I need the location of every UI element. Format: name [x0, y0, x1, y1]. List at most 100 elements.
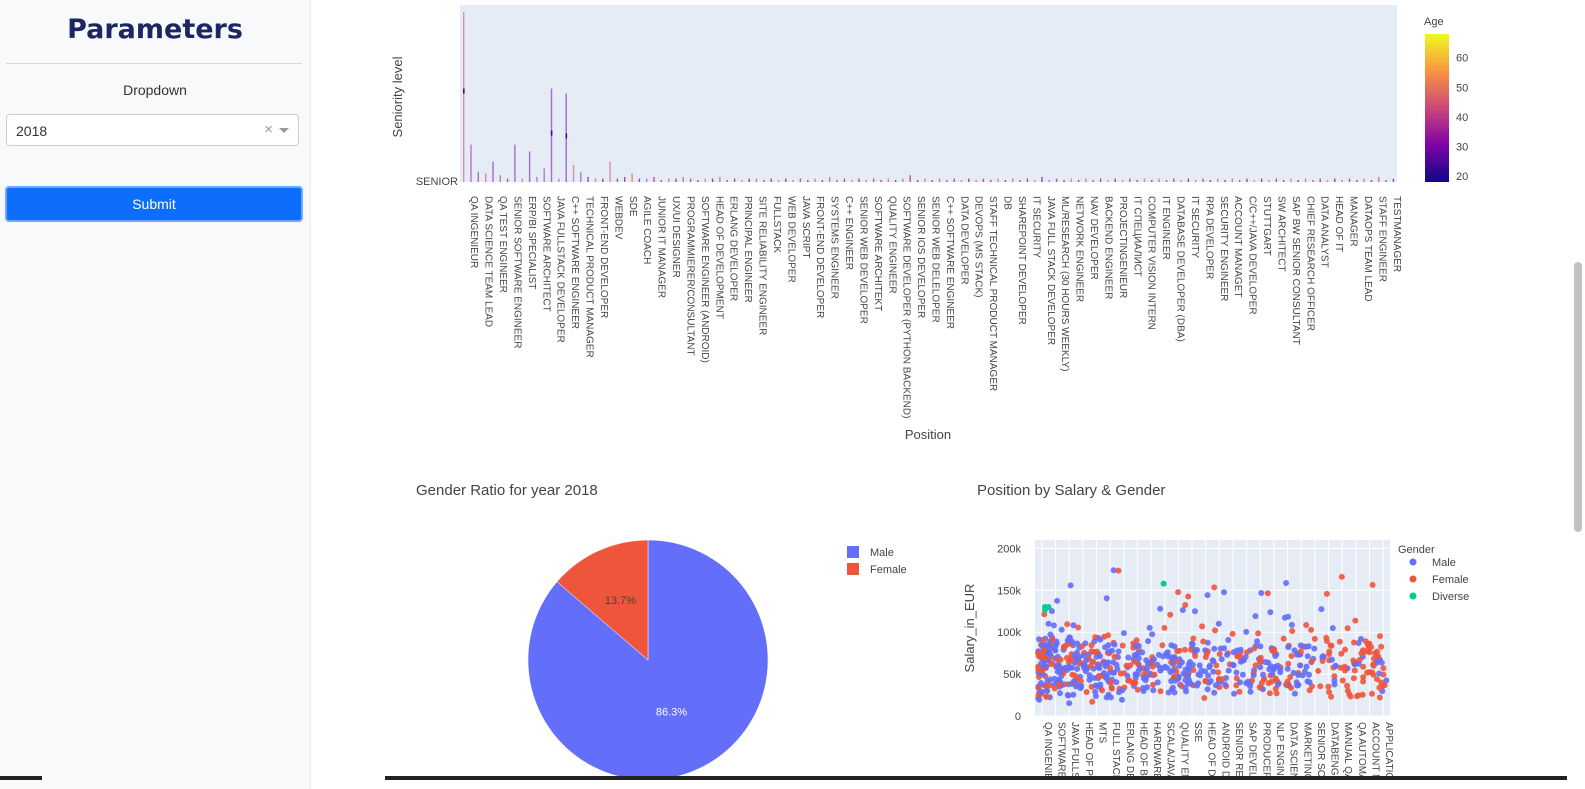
point-male: [1204, 639, 1211, 646]
point-male: [1091, 675, 1098, 681]
point-female: [1344, 625, 1351, 632]
seniority-bar-mark: [463, 88, 465, 94]
point-female: [1201, 695, 1208, 701]
seniority-bar: [814, 178, 816, 182]
x-tick-label: SOFTWARE ENGINEER (ANDROID): [699, 196, 710, 363]
legend-label-female[interactable]: Female: [870, 564, 907, 576]
seniority-bar: [975, 180, 977, 182]
seniority-bar: [1187, 178, 1190, 182]
point-female: [1338, 573, 1345, 580]
point-male: [1171, 643, 1178, 650]
point-female: [1378, 643, 1385, 650]
legend-label-diverse[interactable]: Diverse: [1432, 591, 1469, 603]
legend-label-male[interactable]: Male: [1432, 557, 1456, 569]
x-tick-label: STUTTGART: [1261, 196, 1272, 256]
x-tick-label: IT СПЕЦИАЛИСТ: [1131, 196, 1142, 277]
point-male: [1083, 657, 1090, 664]
seniority-bar: [594, 178, 597, 182]
x-tick-label: HEAD OF DEVELOPMENT: [713, 196, 724, 319]
point-female: [1108, 679, 1115, 685]
pie-legend[interactable]: Male Female: [847, 546, 907, 576]
seniority-bar: [821, 180, 824, 182]
point-female: [1360, 674, 1367, 681]
salary-legend-title: Gender: [1398, 544, 1435, 556]
y-tick-label: 0: [1015, 711, 1021, 723]
seniority-bar: [1195, 180, 1197, 182]
seniority-bar: [1202, 178, 1204, 182]
point-male: [1043, 663, 1050, 670]
point-female: [1069, 671, 1076, 678]
x-tick-label: FULLSTACK: [771, 196, 782, 253]
x-tick-label: DB: [1002, 196, 1013, 210]
point-male: [1245, 678, 1252, 685]
seniority-bar: [477, 171, 479, 182]
point-female: [1043, 693, 1050, 700]
seniority-bar: [587, 176, 589, 182]
point-male: [1054, 597, 1061, 604]
point-male: [1250, 672, 1257, 679]
submit-button[interactable]: Submit: [5, 186, 303, 222]
legend-label-female[interactable]: Female: [1432, 574, 1469, 586]
x-tick-label: PROJECTINGENIEUR: [1117, 196, 1128, 298]
point-male: [1383, 677, 1390, 684]
seniority-bar: [492, 161, 494, 182]
point-male: [1237, 658, 1244, 665]
chevron-down-icon[interactable]: [279, 128, 289, 133]
point-female: [1107, 664, 1114, 671]
seniority-bar: [851, 180, 853, 182]
point-female: [1369, 581, 1376, 588]
point-female: [1327, 642, 1334, 649]
point-male: [1116, 689, 1122, 696]
point-female: [1280, 635, 1287, 642]
scrollbar[interactable]: [1567, 0, 1585, 789]
point-female: [1171, 673, 1178, 680]
point-male: [1224, 651, 1231, 658]
point-male: [1135, 655, 1142, 662]
x-tick-label: STAFF TECHNICAL PRODUCT MANAGER: [987, 196, 998, 391]
x-tick-label: SENIOR SOFTWARE ENGINEER: [512, 196, 523, 348]
salary-scatter-chart: Position by Salary & Gender 0 50k 100k 150k…: [962, 482, 1470, 780]
point-male: [1212, 682, 1219, 689]
year-dropdown[interactable]: 2018 ×: [6, 114, 299, 146]
point-female: [1342, 646, 1348, 653]
point-male: [1179, 607, 1186, 613]
salary-legend[interactable]: Male Female Diverse: [1409, 557, 1470, 603]
point-male: [1329, 625, 1336, 632]
point-male: [1115, 648, 1122, 655]
point-female: [1150, 681, 1156, 688]
seniority-bar: [646, 178, 648, 182]
seniority-bar: [807, 180, 809, 182]
x-tick-label: QUALITY EN: [1178, 722, 1189, 780]
pie-slice-female[interactable]: [556, 539, 649, 661]
seniority-bar: [946, 180, 948, 182]
point-female: [1093, 648, 1100, 655]
point-male: [1082, 668, 1089, 675]
seniority-bar: [521, 178, 523, 182]
point-female: [1303, 622, 1310, 628]
x-tick-label: SW ARCHITECT: [1276, 196, 1287, 272]
seniority-bar: [1055, 178, 1058, 182]
point-female: [1212, 627, 1218, 634]
clear-icon[interactable]: ×: [264, 121, 273, 138]
seniority-bar: [1348, 178, 1351, 182]
point-female: [1287, 674, 1294, 680]
point-male: [1103, 595, 1110, 602]
point-female: [1377, 633, 1383, 640]
point-female: [1079, 643, 1085, 650]
x-tick-label: HEAD OF IT: [1333, 196, 1344, 252]
point-female: [1244, 649, 1250, 656]
seniority-bar: [682, 176, 684, 182]
x-tick-label: FULL STACK: [1110, 722, 1121, 780]
point-female: [1297, 648, 1304, 655]
scrollbar-thumb[interactable]: [1574, 262, 1582, 532]
legend-label-male[interactable]: Male: [870, 547, 894, 559]
seniority-bar: [770, 178, 772, 182]
point-male: [1194, 647, 1200, 653]
seniority-bar: [485, 173, 487, 182]
x-tick-label: BACKEND ENGINEER: [1103, 196, 1114, 299]
x-tick-label: SDE: [627, 196, 638, 217]
point-female: [1272, 675, 1279, 682]
point-male: [1070, 691, 1077, 698]
seniority-bar: [1180, 180, 1182, 182]
x-tick-label: SENIOR RES: [1233, 722, 1244, 780]
